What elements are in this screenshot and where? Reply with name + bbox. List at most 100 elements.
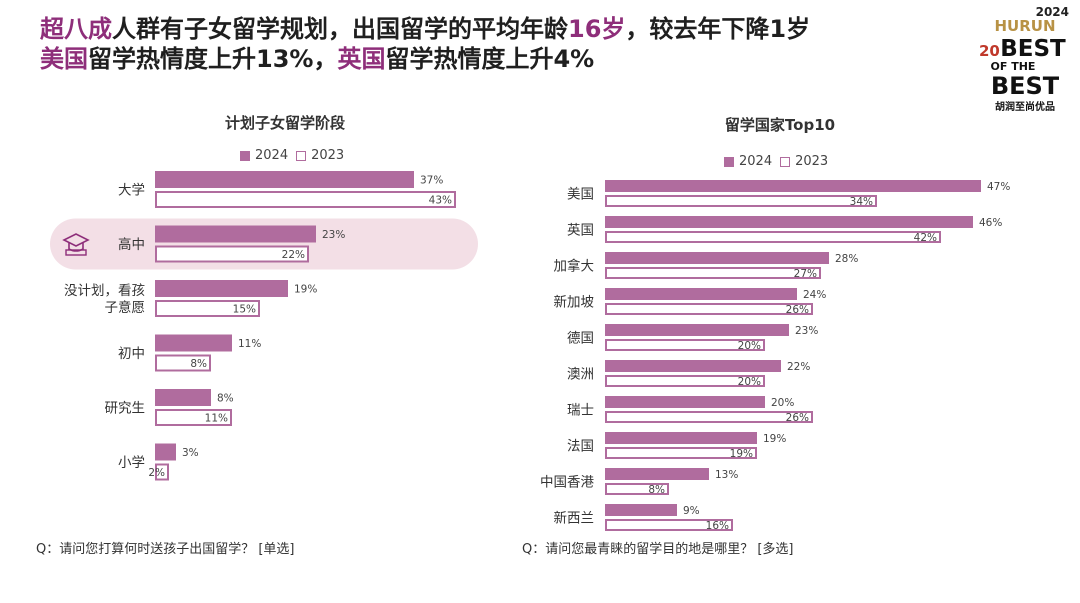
value-label-2024: 22% [787,361,810,373]
value-label-2024: 9% [683,505,700,517]
category-label: 澳洲 [567,367,594,383]
category-label: 法国 [567,439,594,455]
headline: 超八成人群有子女留学规划，出国留学的平均年龄16岁，较去年下降1岁 美国留学热情… [40,14,940,74]
value-label-2023: 16% [706,520,729,532]
category-label: 中国香港 [540,475,594,491]
value-label-2023: 26% [786,304,809,316]
left-question: Q：请问您打算何时送孩子出国留学？ [单选] [36,542,295,557]
bar-2024 [605,288,797,300]
legend-label-2024: 2024 [739,154,773,169]
bar-2023 [155,354,211,372]
value-label-2024: 20% [771,397,794,409]
category-label: 美国 [567,187,594,203]
value-label-2023: 34% [850,196,873,208]
bar-2024 [605,396,765,408]
headline-segment: 超八成 [40,15,112,43]
legend-swatch-outline [296,150,307,161]
value-label-2023: 2% [148,467,165,479]
bar-2023 [605,231,941,243]
legend-swatch-filled [724,156,734,167]
value-label-2023: 22% [282,249,305,261]
bar-2023 [605,267,821,279]
value-label-2024: 23% [795,325,818,337]
headline-segment: 英国 [337,45,386,73]
bar-2023 [605,303,813,315]
legend-label-2023: 2023 [795,154,829,169]
category-label: 瑞士 [567,403,594,419]
value-label-2023: 15% [233,304,256,316]
value-label-2024: 37% [420,175,443,187]
bar-2024 [605,180,981,192]
value-label-2023: 11% [205,413,228,425]
category-label: 新加坡 [554,295,595,311]
category-label: 新西兰 [554,511,595,527]
headline-segment: 16岁 [568,15,626,43]
icon-cap [62,233,90,247]
bar-2023 [155,300,260,317]
right-chart-legend: 2024 2023 [724,154,836,169]
bar-2023 [155,191,456,208]
logo-top: BEST [1000,36,1066,62]
logo-brand: HURUN [994,17,1055,35]
category-label: 德国 [567,331,594,347]
value-label-2023: 8% [190,358,207,370]
value-label-2024: 23% [322,229,345,241]
logo-year: 2024 [1036,5,1069,19]
bar-2023 [605,519,733,531]
bar-2023 [605,483,669,495]
bar-2024 [155,225,316,243]
value-label-2024: 19% [763,433,786,445]
bar-2024 [605,324,789,336]
icon-book [65,249,87,256]
category-label: 加拿大 [554,258,595,275]
logo-anniv: 20 [979,42,1000,60]
legend-label-2024: 2024 [255,148,289,163]
value-label-2023: 19% [730,448,753,460]
bar-2023 [605,195,877,207]
value-label-2023: 42% [914,232,937,244]
bar-2024 [605,252,829,264]
category-label: 研究生 [105,401,146,417]
headline-segment: 留学热情度上升4% [385,45,595,73]
logo-bottom: BEST [991,72,1060,100]
bar-2024 [605,432,757,444]
legend-swatch-outline [780,156,791,167]
left-chart-legend: 2024 2023 [240,148,352,163]
category-label: 没计划，看孩 [64,283,145,299]
headline-segment: 留学热情度上升13%， [88,45,338,73]
headline-segment: ，较去年下降1岁 [625,15,811,43]
headline-segment: 人群有子女留学规划，出国留学的平均年龄 [112,15,568,43]
category-label: 大学 [118,183,145,199]
hurun-best-of-the-best-logo: 2024 HURUN 20 BEST OF THE BEST 胡润至尚优品 [979,5,1069,113]
bar-2023 [605,447,757,459]
logo-tagline: 胡润至尚优品 [995,100,1055,113]
right-question: Q：请问您最青睐的留学目的地是哪里？ [多选] [522,542,794,557]
graduation-book-icon [62,233,90,256]
bar-2023 [155,245,309,263]
value-label-2024: 8% [217,393,234,405]
bar-2023 [605,375,765,387]
bar-2023 [155,409,232,426]
headline-line-1: 超八成人群有子女留学规划，出国留学的平均年龄16岁，较去年下降1岁 [40,14,940,44]
value-label-2024: 24% [803,289,826,301]
headline-line-2: 美国留学热情度上升13%，英国留学热情度上升4% [40,44,940,74]
category-label: 初中 [118,345,145,362]
value-label-2024: 19% [294,284,317,296]
value-label-2024: 47% [987,181,1010,193]
category-label: 小学 [118,455,145,471]
value-label-2023: 8% [648,484,665,496]
value-label-2023: 27% [794,268,817,280]
bar-2023 [605,339,765,351]
value-label-2024: 3% [182,447,199,459]
bar-2024 [155,443,176,461]
category-label: 子意愿 [105,299,146,316]
bar-2024 [155,334,232,352]
value-label-2024: 46% [979,217,1002,229]
legend-label-2023: 2023 [311,148,345,163]
right-chart-title: 留学国家Top10 [724,116,836,134]
value-label-2023: 20% [738,376,761,388]
icon-cap-band [68,243,84,252]
value-label-2023: 20% [738,340,761,352]
category-label: 高中 [118,236,145,253]
